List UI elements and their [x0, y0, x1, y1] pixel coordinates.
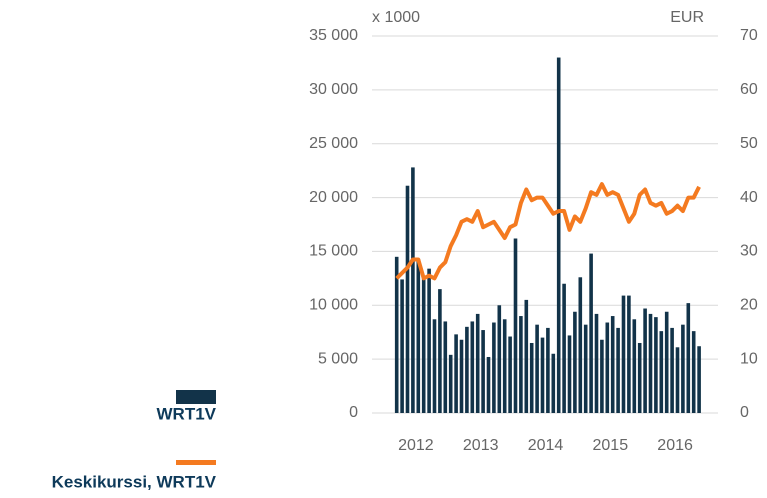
- bar: [535, 324, 539, 413]
- bar: [664, 311, 669, 413]
- y-axis-label: x 1000: [372, 9, 420, 26]
- bar: [670, 327, 674, 413]
- legend-label: WRT1V: [157, 404, 217, 423]
- bar: [697, 346, 701, 413]
- x-tick-label: 2016: [657, 437, 693, 454]
- y-tick-label: 35 000: [309, 27, 358, 44]
- bar: [400, 279, 404, 413]
- x-tick-label: 2015: [593, 437, 629, 454]
- bar: [686, 303, 691, 413]
- bar: [508, 336, 512, 413]
- bar: [610, 316, 615, 413]
- bar: [405, 185, 410, 413]
- x-tick-label: 2012: [398, 437, 434, 454]
- bar: [486, 356, 491, 413]
- bar: [691, 331, 696, 413]
- bar: [681, 324, 685, 413]
- bar: [573, 311, 577, 413]
- bar: [627, 295, 631, 413]
- legend-swatch: [176, 390, 216, 404]
- y2-tick-label: 50: [740, 135, 758, 152]
- bar: [567, 335, 572, 413]
- y2-axis-label: EUR: [670, 9, 704, 26]
- bar: [470, 321, 475, 413]
- y-tick-label: 0: [349, 404, 358, 421]
- bar: [675, 347, 680, 413]
- y2-tick-label: 70: [740, 27, 758, 44]
- bar: [465, 326, 469, 413]
- y2-tick-label: 0: [740, 404, 749, 421]
- bar: [497, 305, 502, 413]
- bar: [562, 283, 566, 413]
- legend-label: Keskikurssi, WRT1V: [52, 472, 217, 491]
- bar: [616, 327, 620, 413]
- bar: [416, 258, 421, 413]
- y-tick-label: 30 000: [309, 81, 358, 98]
- bar: [643, 308, 647, 413]
- bar: [578, 277, 583, 413]
- bar: [529, 342, 534, 413]
- bar: [513, 238, 518, 413]
- bar: [654, 317, 658, 413]
- bar: [519, 316, 523, 413]
- y-tick-label: 20 000: [309, 189, 358, 206]
- bar: [594, 313, 599, 413]
- y2-tick-label: 60: [740, 81, 758, 98]
- bar: [411, 167, 415, 413]
- bar: [438, 289, 442, 413]
- bar: [394, 256, 399, 413]
- legend-swatch: [176, 460, 216, 465]
- bar: [454, 334, 458, 413]
- y-tick-label: 5 000: [318, 350, 358, 367]
- bar: [443, 321, 448, 413]
- bar: [621, 295, 626, 413]
- bar: [556, 57, 561, 414]
- bar: [502, 319, 507, 413]
- bar: [432, 319, 437, 413]
- bar: [448, 354, 453, 413]
- x-tick-label: 2013: [463, 437, 499, 454]
- bar: [600, 339, 604, 413]
- y2-tick-label: 30: [740, 243, 758, 260]
- bar: [421, 278, 426, 413]
- bar: [605, 322, 610, 413]
- bar: [648, 313, 653, 413]
- x-tick-label: 2014: [528, 437, 564, 454]
- bar: [427, 268, 431, 413]
- line: [395, 182, 701, 281]
- y-tick-label: 10 000: [309, 297, 358, 314]
- bar: [475, 313, 480, 413]
- bar: [546, 327, 550, 413]
- bar: [540, 337, 545, 413]
- bar: [632, 319, 637, 413]
- y-tick-label: 25 000: [309, 135, 358, 152]
- y-tick-label: 15 000: [309, 243, 358, 260]
- y2-tick-label: 10: [740, 350, 758, 367]
- bar: [551, 353, 556, 413]
- bar: [637, 342, 642, 413]
- bar: [589, 253, 593, 413]
- y2-tick-label: 20: [740, 297, 758, 314]
- bar: [524, 299, 529, 413]
- bar: [481, 330, 485, 413]
- bar: [459, 339, 464, 413]
- y2-tick-label: 40: [740, 189, 758, 206]
- bar: [659, 331, 664, 413]
- bar: [583, 324, 588, 413]
- bar: [492, 322, 496, 413]
